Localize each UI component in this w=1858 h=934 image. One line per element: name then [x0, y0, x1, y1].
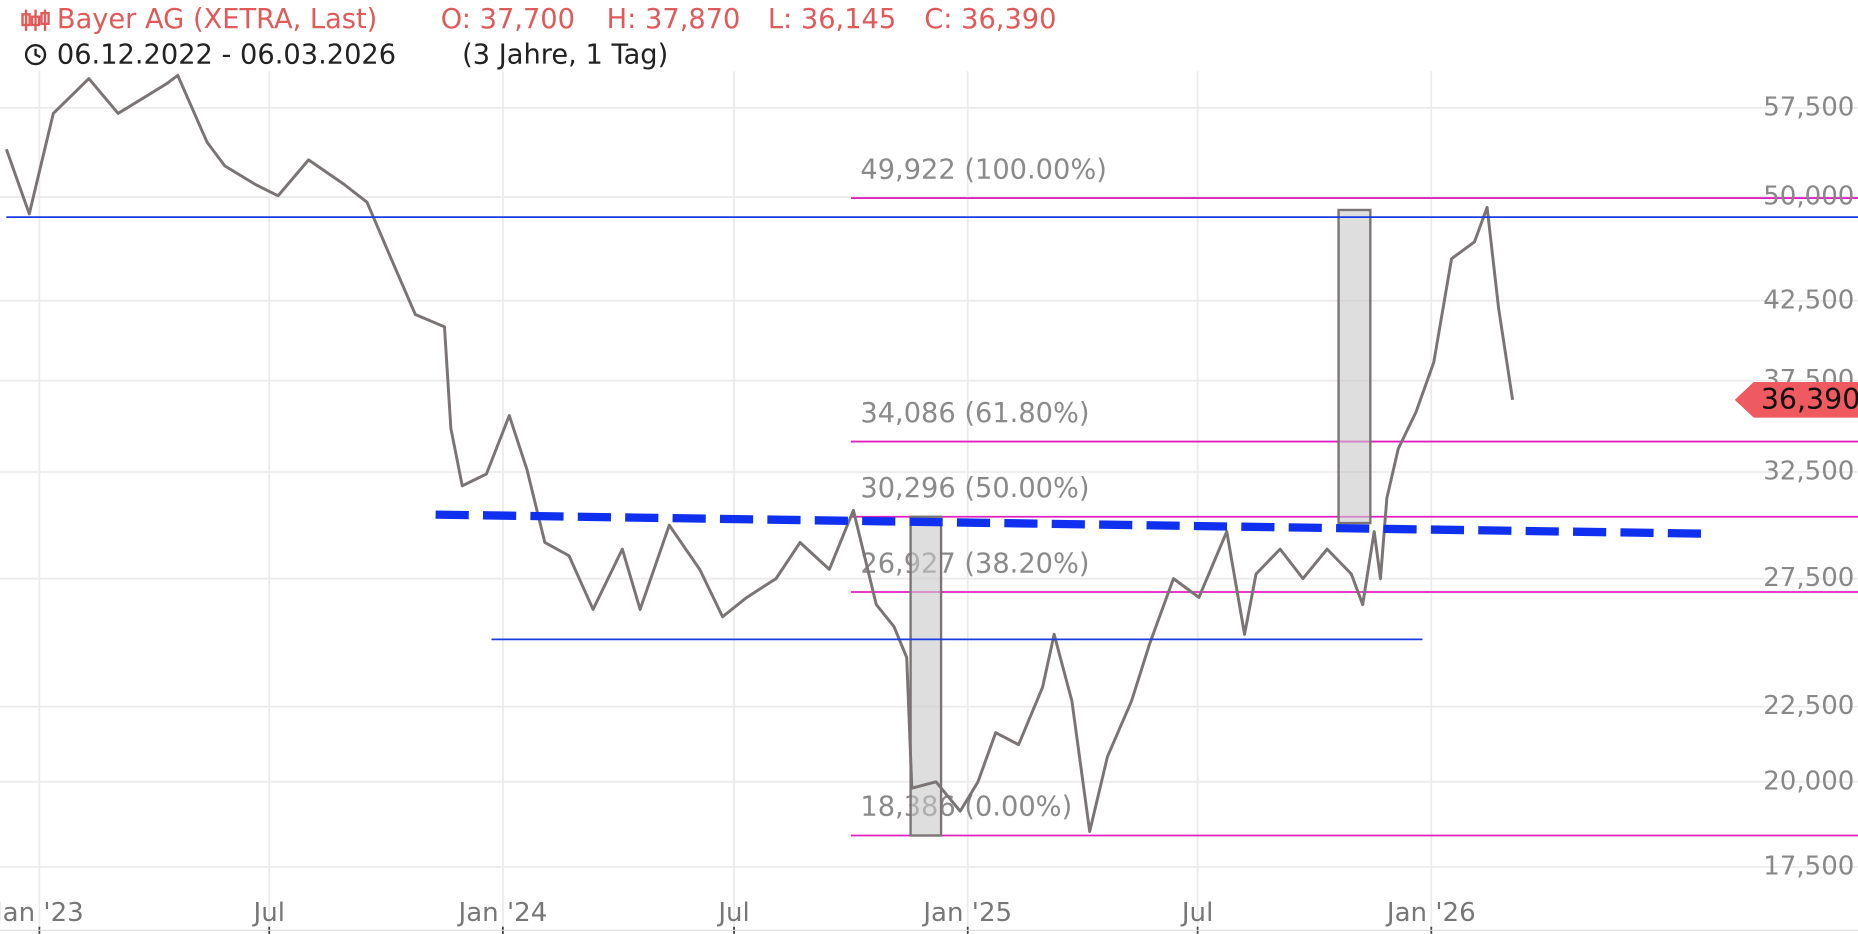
x-tick-label: Jul: [716, 898, 749, 928]
y-tick-label: 22,500: [1763, 691, 1854, 721]
y-tick-label: 42,500: [1763, 285, 1854, 315]
y-tick-label: 27,500: [1763, 563, 1854, 593]
period: (3 Jahre, 1 Tag): [462, 39, 668, 70]
fib-label: 49,922 (100.00%): [860, 154, 1107, 185]
x-tick-label: Jul: [252, 898, 285, 928]
fib-label: 34,086 (61.80%): [860, 398, 1089, 429]
trend-line: [435, 510, 1713, 538]
fib-label: 18,386 (0.00%): [860, 792, 1072, 823]
x-tick-label: Jan '24: [457, 898, 548, 928]
x-tick-label: Jul: [1180, 898, 1213, 928]
instrument-title: Bayer AG (XETRA, Last): [57, 4, 377, 35]
y-tick-label: 17,500: [1763, 851, 1854, 881]
candle-icon: [21, 9, 50, 31]
price-line: [5, 73, 1515, 833]
ohlc-value: H: 37,870: [607, 4, 741, 35]
last-price-label: 36,390: [1761, 383, 1858, 416]
clock-icon: [24, 43, 47, 66]
ohlc-value: O: 37,700: [441, 4, 575, 35]
x-tick-label: Jan '26: [1385, 898, 1476, 928]
ohlc-value: L: 36,145: [768, 4, 896, 35]
fib-label: 30,296 (50.00%): [860, 473, 1089, 504]
ohlc-value: C: 36,390: [924, 4, 1056, 35]
y-tick-label: 32,500: [1763, 456, 1854, 486]
x-tick-label: Jan '25: [921, 898, 1012, 928]
ohlc: O: 37,700 H: 37,870 L: 36,145 C: 36,390: [441, 4, 1057, 35]
fib-label: 26,927 (38.20%): [860, 548, 1089, 579]
last-price-tag: [1734, 382, 1858, 418]
highlight-box: [1337, 208, 1372, 525]
y-tick-label: 57,500: [1763, 92, 1854, 122]
y-tick-label: 20,000: [1763, 766, 1854, 796]
date-range: 06.12.2022 - 06.03.2026: [57, 39, 396, 70]
y-tick-label: 50,000: [1763, 182, 1854, 212]
x-tick-label: Jan '23: [0, 898, 84, 928]
